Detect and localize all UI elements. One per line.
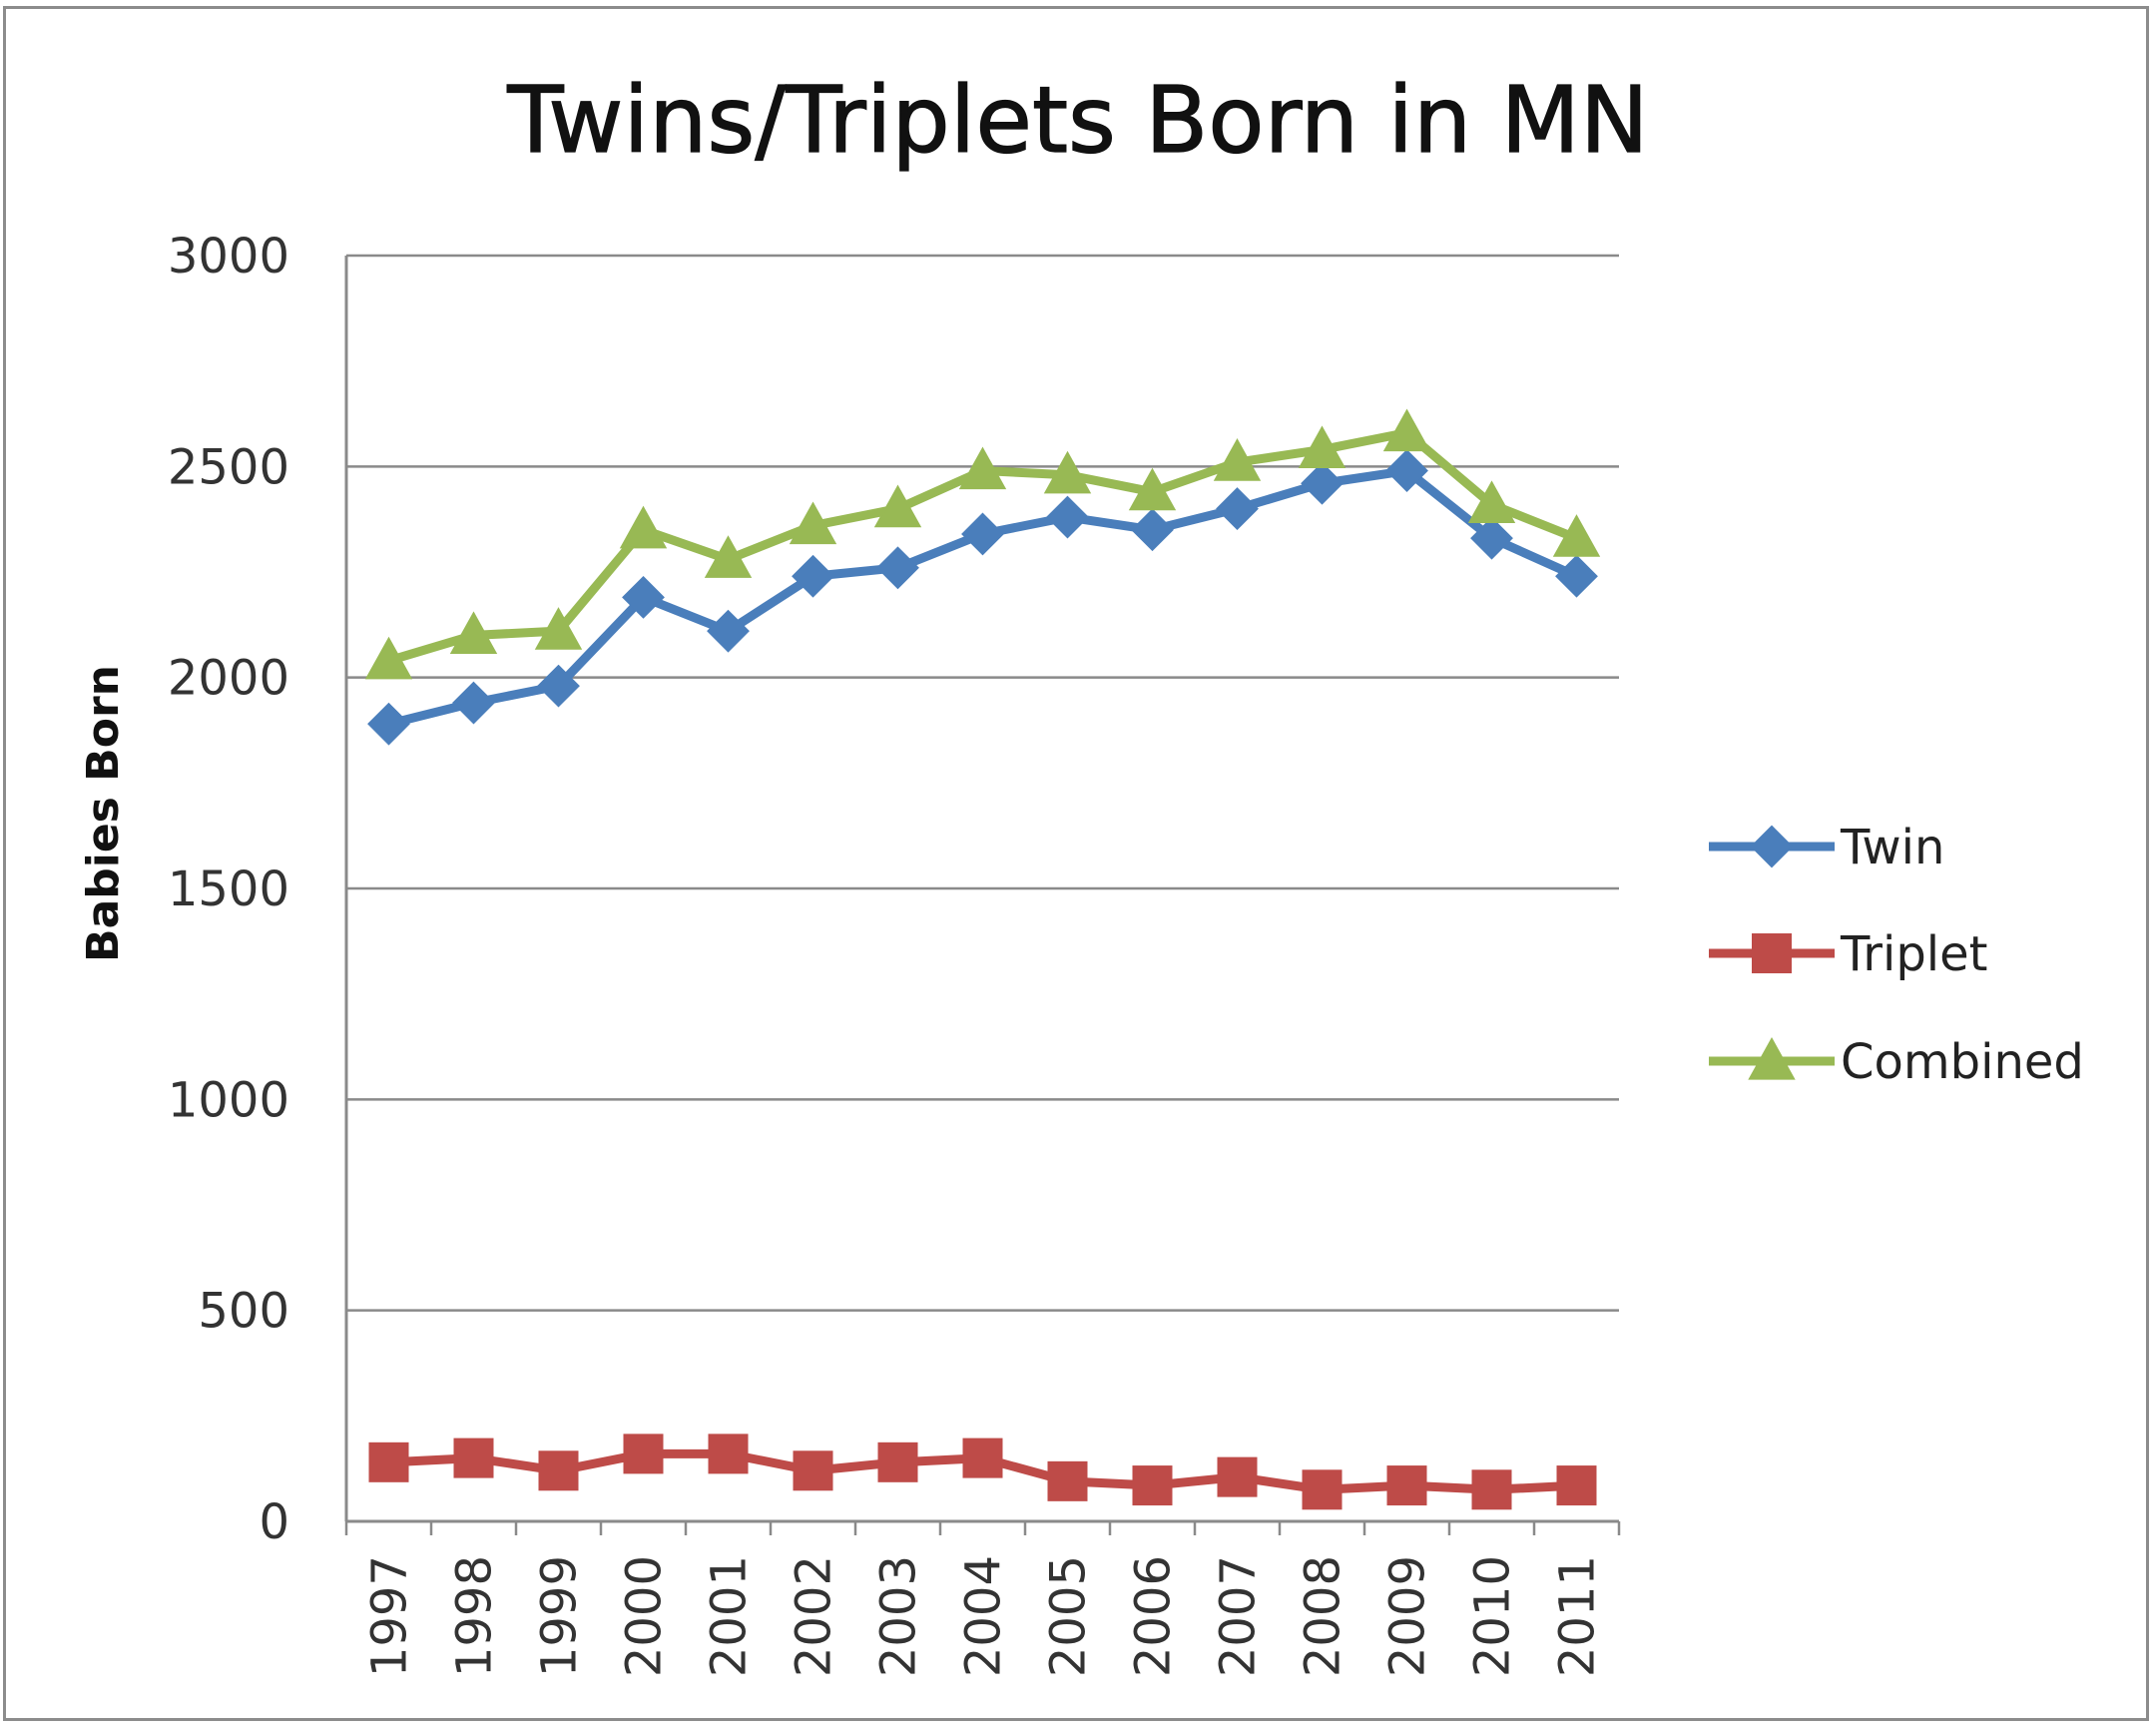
triplet-point [368, 1441, 409, 1482]
twin-point [1046, 495, 1089, 539]
legend-marker-combined [1748, 1036, 1796, 1080]
x-tick-label: 2006 [1126, 1555, 1182, 1677]
twin-point [452, 681, 495, 725]
y-tick-label: 2000 [168, 651, 289, 707]
twin-point [1131, 508, 1174, 552]
triplet-point [708, 1434, 749, 1474]
combined-point [1298, 425, 1347, 469]
combined-point [619, 505, 668, 549]
legend-item-twin: Twin [1709, 820, 1944, 875]
grid-lines [346, 254, 1619, 1312]
y-tick-label: 2500 [168, 439, 289, 495]
series-triplet [368, 1434, 1597, 1510]
x-tick-labels: 1997 1998 1999 2000 2001 2002 2003 2004 2005 2006… [362, 1555, 1606, 1677]
twin-point [537, 664, 580, 708]
triplet-point [1386, 1465, 1427, 1506]
x-tick-label: 2005 [1041, 1555, 1097, 1677]
twin-point [961, 512, 1004, 556]
combined-point [449, 611, 498, 654]
y-tick-labels: 0 500 1000 1500 2000 2500 3000 [168, 229, 289, 1550]
y-tick-label: 1000 [168, 1072, 289, 1128]
triplet-point [962, 1438, 1003, 1478]
combined-point [1213, 438, 1262, 481]
x-tick-label: 2010 [1465, 1555, 1521, 1677]
series-twin [367, 449, 1598, 746]
chart-title: Twins/Triplets Born in MN [506, 67, 1648, 174]
x-tick-label: 2011 [1550, 1555, 1606, 1677]
triplet-point [623, 1434, 664, 1474]
x-tick-label: 2007 [1211, 1555, 1267, 1677]
triplet-point [877, 1441, 918, 1482]
triplet-point [1132, 1465, 1173, 1506]
x-tick-label: 2004 [956, 1555, 1012, 1677]
x-tick-label: 2008 [1296, 1555, 1351, 1677]
triplet-point [1471, 1469, 1512, 1510]
y-tick-label: 3000 [168, 229, 289, 285]
legend-item-combined: Combined [1709, 1034, 2084, 1090]
legend-label-triplet: Triplet [1840, 926, 1988, 982]
x-tick-label: 1997 [362, 1555, 418, 1677]
twin-point [622, 575, 665, 619]
twin-point [1470, 516, 1513, 560]
twin-point [1555, 554, 1598, 598]
triplet-point [1556, 1465, 1597, 1506]
x-tick-label: 2002 [787, 1555, 842, 1677]
combined-point [704, 535, 753, 578]
triplet-point [1047, 1460, 1088, 1501]
y-tick-label: 500 [198, 1284, 289, 1340]
combined-point [1382, 408, 1431, 452]
combined-point [1467, 480, 1516, 523]
legend-label-combined: Combined [1841, 1034, 2084, 1090]
twin-point [1301, 461, 1344, 505]
legend-marker-twin [1750, 825, 1794, 868]
twin-point [707, 609, 750, 653]
axes [344, 256, 1621, 1535]
legend-item-triplet: Triplet [1709, 926, 1988, 982]
twin-point [1385, 449, 1428, 492]
combined-point [1552, 514, 1601, 557]
x-tick-label: 2003 [871, 1555, 927, 1677]
combined-point [534, 607, 583, 650]
twin-point [792, 554, 834, 598]
legend: Twin Triplet Combined [1709, 820, 2084, 1090]
chart-frame [3, 6, 2149, 1721]
series-lines [364, 408, 1601, 1510]
y-tick-label: 0 [259, 1494, 289, 1550]
combined-point [364, 636, 413, 680]
series-combined [364, 408, 1601, 680]
x-tick-label: 2000 [617, 1555, 673, 1677]
legend-label-twin: Twin [1840, 820, 1944, 875]
combined-point [873, 484, 922, 528]
combined-point [1043, 450, 1092, 494]
combined-point [958, 446, 1007, 490]
combined-point [789, 501, 837, 545]
triplet-point [793, 1450, 833, 1491]
y-axis-label: Babies Born [78, 665, 129, 962]
x-tick-label: 1998 [447, 1555, 503, 1677]
x-tick-label: 2009 [1380, 1555, 1436, 1677]
triplet-point [453, 1438, 494, 1478]
triplet-point [538, 1450, 579, 1491]
legend-marker-triplet [1752, 933, 1792, 973]
x-tick-label: 2001 [702, 1555, 758, 1677]
x-tick-label: 1999 [532, 1555, 588, 1677]
twin-point [367, 702, 410, 746]
y-tick-label: 1500 [168, 862, 289, 917]
twin-point [1216, 487, 1259, 531]
triplet-point [1217, 1456, 1258, 1497]
triplet-point [1302, 1469, 1343, 1510]
twin-point [876, 546, 919, 590]
combined-point [1128, 467, 1177, 511]
